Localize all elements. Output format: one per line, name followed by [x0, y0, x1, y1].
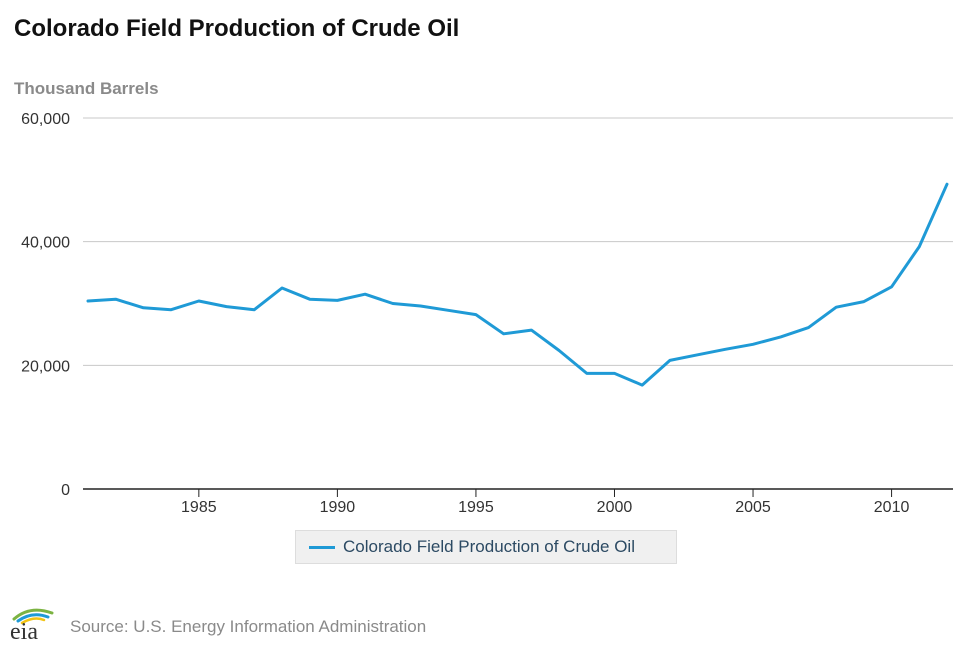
line-chart: 0 20,000 40,000 60,000 1985 1990 1995 2000 2005 2…	[21, 111, 953, 516]
y-tick-label: 20,000	[21, 358, 70, 375]
eia-logo: eia	[10, 608, 54, 643]
x-tick-label: 2010	[874, 499, 910, 516]
x-tick-label: 1985	[181, 499, 217, 516]
x-tick-label: 1995	[458, 499, 494, 516]
y-tick-label: 0	[61, 482, 70, 499]
x-tick-label: 1990	[320, 499, 356, 516]
legend-swatch	[309, 545, 335, 549]
x-tick-label: 2000	[597, 499, 633, 516]
logo-text: eia	[10, 619, 38, 643]
y-tick-label: 40,000	[21, 235, 70, 252]
y-axis-label: Thousand Barrels	[14, 79, 159, 98]
x-tick-label: 2005	[735, 499, 771, 516]
series-line	[86, 182, 949, 387]
source-note: Source: U.S. Energy Information Administ…	[70, 617, 427, 636]
legend[interactable]: Colorado Field Production of Crude Oil	[295, 530, 677, 564]
y-tick-label: 60,000	[21, 111, 70, 128]
chart-title: Colorado Field Production of Crude Oil	[14, 15, 460, 42]
legend-label: Colorado Field Production of Crude Oil	[343, 537, 635, 556]
